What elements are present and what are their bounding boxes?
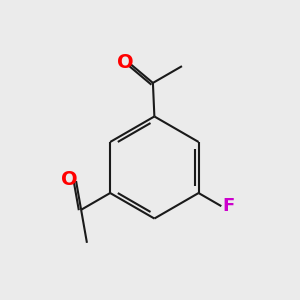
Text: O: O (61, 170, 78, 189)
Text: F: F (223, 197, 235, 215)
Text: O: O (117, 53, 134, 72)
